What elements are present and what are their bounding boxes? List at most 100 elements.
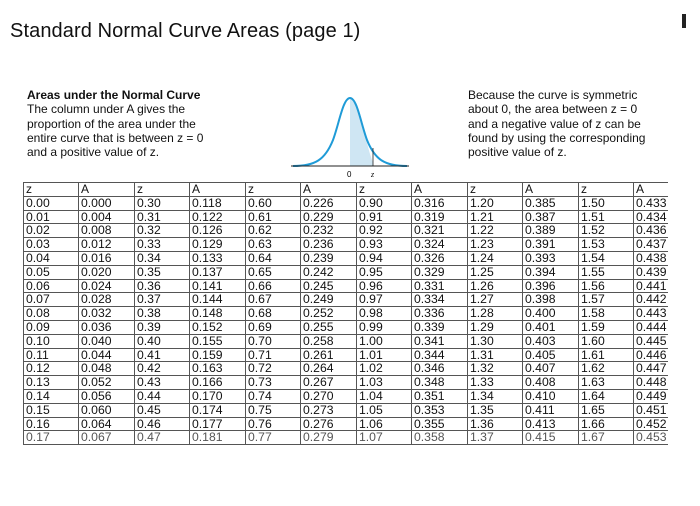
z-value-cell: 0.36 [134, 278, 190, 294]
z-value-cell: 1.04 [356, 388, 412, 404]
area-value-cell: 0.239 [300, 250, 357, 266]
area-value-cell: 0.255 [300, 319, 357, 335]
z-value-cell: 1.57 [578, 292, 634, 308]
column-header-a: A [300, 182, 357, 197]
z-value-cell: 0.03 [23, 237, 79, 252]
z-value-cell: 0.11 [23, 347, 79, 363]
z-value-cell: 0.17 [23, 430, 79, 446]
area-value-cell: 0.391 [522, 237, 579, 252]
z-value-cell: 0.37 [134, 292, 190, 308]
z-value-cell: 0.72 [245, 361, 301, 377]
area-value-cell: 0.443 [633, 306, 668, 321]
area-value-cell: 0.258 [300, 333, 357, 349]
z-value-cell: 0.31 [134, 209, 190, 225]
column-header-a: A [522, 182, 579, 197]
area-value-cell: 0.329 [411, 264, 468, 280]
area-value-cell: 0.048 [78, 361, 135, 377]
area-value-cell: 0.407 [522, 361, 579, 377]
z-value-cell: 0.15 [23, 402, 79, 418]
column-header-z: z [134, 182, 190, 197]
z-value-cell: 0.05 [23, 264, 79, 280]
page-title: Standard Normal Curve Areas (page 1) [10, 20, 361, 42]
area-value-cell: 0.385 [522, 195, 579, 211]
area-value-cell: 0.351 [411, 388, 468, 404]
area-value-cell: 0.410 [522, 388, 579, 404]
area-value-cell: 0.396 [522, 278, 579, 294]
z-value-cell: 1.27 [467, 292, 523, 308]
area-value-cell: 0.052 [78, 375, 135, 390]
table-row: 0.00 0.000 0.30 0.118 0.60 0.226 0.90 0.316 1.20… [23, 195, 668, 211]
column-header-z: z [467, 182, 523, 197]
table-row: 0.12 0.048 0.42 0.163 0.72 0.264 1.02 0.346 1.32… [23, 361, 668, 377]
z-value-cell: 0.75 [245, 402, 301, 418]
table-row: 0.10 0.040 0.40 0.155 0.70 0.258 1.00 0.341 1.30… [23, 333, 668, 349]
area-value-cell: 0.387 [522, 209, 579, 225]
intro-left: Areas under the Normal Curve The column … [27, 88, 267, 159]
area-value-cell: 0.020 [78, 264, 135, 280]
z-value-cell: 0.68 [245, 306, 301, 321]
table-row: 0.06 0.024 0.36 0.141 0.66 0.245 0.96 0.331 1.26… [23, 278, 668, 294]
z-value-cell: 0.93 [356, 237, 412, 252]
z-value-cell: 1.59 [578, 319, 634, 335]
column-header-z: z [245, 182, 301, 197]
z-value-cell: 0.71 [245, 347, 301, 363]
area-value-cell: 0.438 [633, 250, 668, 266]
z-value-cell: 1.35 [467, 402, 523, 418]
area-value-cell: 0.000 [78, 195, 135, 211]
z-value-cell: 1.66 [578, 416, 634, 432]
area-value-cell: 0.036 [78, 319, 135, 335]
area-value-cell: 0.163 [189, 361, 246, 377]
area-value-cell: 0.324 [411, 237, 468, 252]
area-value-cell: 0.358 [411, 430, 468, 446]
z-value-cell: 1.03 [356, 375, 412, 390]
column-header-z: z [356, 182, 412, 197]
z-value-cell: 0.90 [356, 195, 412, 211]
z-value-cell: 0.76 [245, 416, 301, 432]
z-value-cell: 0.92 [356, 223, 412, 239]
z-value-cell: 1.21 [467, 209, 523, 225]
z-value-cell: 1.50 [578, 195, 634, 211]
table-row: 0.02 0.008 0.32 0.126 0.62 0.232 0.92 0.321 1.22… [23, 223, 668, 239]
z-value-cell: 0.00 [23, 195, 79, 211]
z-value-cell: 0.43 [134, 375, 190, 390]
z-value-cell: 0.46 [134, 416, 190, 432]
table-row: 0.13 0.052 0.43 0.166 0.73 0.267 1.03 0.348 1.33… [23, 375, 668, 390]
z-value-cell: 1.55 [578, 264, 634, 280]
area-value-cell: 0.451 [633, 402, 668, 418]
column-header-z: z [23, 182, 79, 197]
window-minimize-mark [682, 14, 686, 28]
area-value-cell: 0.118 [189, 195, 246, 211]
area-value-cell: 0.155 [189, 333, 246, 349]
area-value-cell: 0.445 [633, 333, 668, 349]
area-value-cell: 0.152 [189, 319, 246, 335]
z-value-cell: 0.67 [245, 292, 301, 308]
z-value-cell: 1.07 [356, 430, 412, 446]
area-value-cell: 0.436 [633, 223, 668, 239]
area-value-cell: 0.129 [189, 237, 246, 252]
zero-label: 0 [347, 170, 352, 178]
area-value-cell: 0.170 [189, 388, 246, 404]
area-value-cell: 0.067 [78, 430, 135, 446]
z-value-cell: 0.74 [245, 388, 301, 404]
z-value-cell: 1.29 [467, 319, 523, 335]
area-value-cell: 0.148 [189, 306, 246, 321]
area-value-cell: 0.252 [300, 306, 357, 321]
area-value-cell: 0.245 [300, 278, 357, 294]
area-value-cell: 0.273 [300, 402, 357, 418]
z-value-cell: 1.25 [467, 264, 523, 280]
z-value-cell: 1.28 [467, 306, 523, 321]
z-value-cell: 1.37 [467, 430, 523, 446]
area-value-cell: 0.316 [411, 195, 468, 211]
z-value-cell: 1.52 [578, 223, 634, 239]
area-value-cell: 0.261 [300, 347, 357, 363]
column-header-a: A [633, 182, 668, 197]
table-row: 0.01 0.004 0.31 0.122 0.61 0.229 0.91 0.319 1.21… [23, 209, 668, 225]
area-value-cell: 0.326 [411, 250, 468, 266]
table-row: 0.05 0.020 0.35 0.137 0.65 0.242 0.95 0.329 1.25… [23, 264, 668, 280]
area-value-cell: 0.270 [300, 388, 357, 404]
z-value-cell: 1.56 [578, 278, 634, 294]
z-value-cell: 0.06 [23, 278, 79, 294]
z-value-cell: 1.01 [356, 347, 412, 363]
